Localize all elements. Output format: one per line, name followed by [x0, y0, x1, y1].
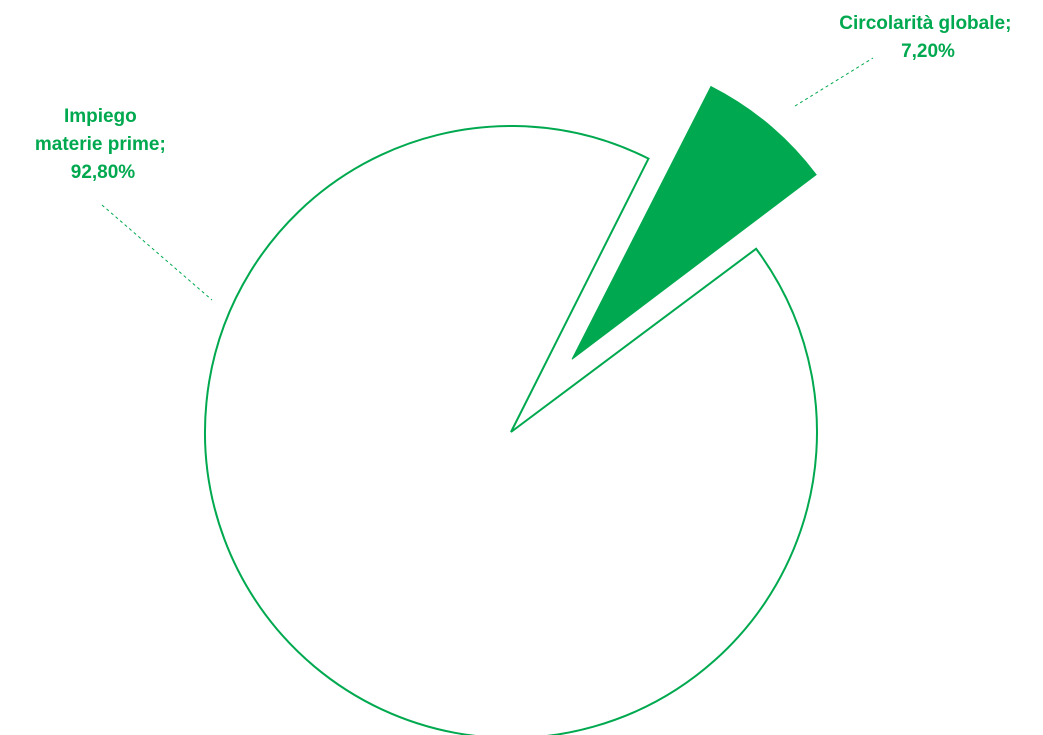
- pie-slice-circolarita-globale: [571, 85, 817, 360]
- slice-label-circolarita-line-1: Circolarità globale;: [839, 13, 1011, 34]
- slice-label-impiego-value: 92,80%: [71, 162, 136, 183]
- leader-line-circolarita: [794, 57, 874, 107]
- slice-label-circolarita: Circolarità globale; 7,20%: [839, 13, 1016, 62]
- slice-label-impiego: Impiego materie prime; 92,80%: [35, 106, 171, 183]
- slice-label-impiego-line-2: materie prime;: [35, 134, 166, 155]
- slices-layer: [204, 85, 818, 735]
- pie-slice-impiego-materie-prime: [204, 125, 818, 735]
- leader-line-circolarita-line: [794, 57, 874, 107]
- leader-line-impiego-line: [101, 204, 213, 301]
- leader-line-impiego: [101, 204, 213, 301]
- slice-label-circolarita-value: 7,20%: [901, 41, 955, 62]
- slice-label-impiego-line-1: Impiego: [64, 106, 137, 127]
